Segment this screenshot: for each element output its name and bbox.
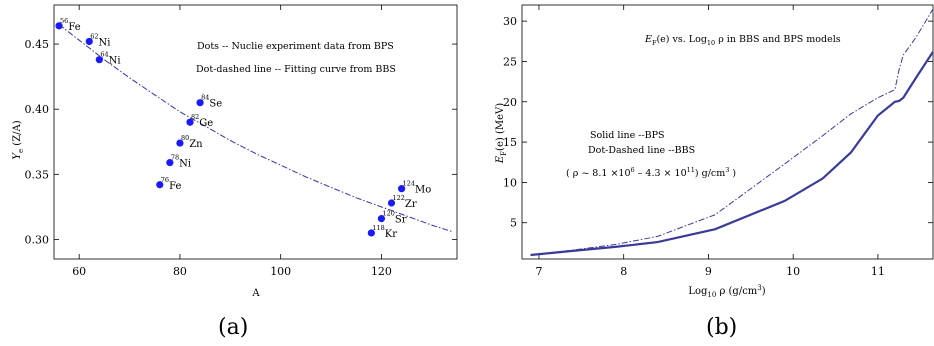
data-point-82ge	[186, 118, 194, 126]
x-tick-label: 100	[270, 265, 291, 278]
isotope-label: 56Fe	[60, 17, 81, 33]
ticks-a: 60 80 100 120 0.30 0.35 0.40 0.45	[25, 5, 457, 278]
annotation-fit: Dot-dashed line -- Fitting curve from BB…	[196, 64, 396, 75]
isotope-label: 120Sr	[382, 210, 406, 226]
x-tick-label: 10	[786, 265, 800, 278]
y-axis-label-a: Ye (Z/A)	[12, 120, 25, 159]
y-tick-label: 0.35	[25, 168, 50, 181]
y-tick-label: 0.40	[25, 103, 50, 116]
title-b: EF(e) vs. Log10 ρ in BBS and BPS models	[644, 34, 841, 47]
x-tick-label: 11	[871, 265, 885, 278]
x-tick-label: 80	[173, 265, 187, 278]
data-point-118kr	[367, 229, 375, 237]
y-tick-label: 30	[503, 15, 517, 28]
density-range-note: ( ρ ~ 8.1 ×106 – 4.3 × 1011) g/cm3 )	[566, 166, 736, 179]
y-tick-label: 10	[503, 176, 517, 189]
bps-line	[530, 51, 934, 257]
isotope-label: 124Mo	[403, 180, 432, 196]
isotope-label: 62Ni	[90, 32, 110, 48]
isotope-label: 64Ni	[100, 51, 120, 67]
fit-curve-line	[58, 24, 453, 233]
data-point-120sr	[377, 215, 386, 223]
data-points-a: 56Fe 62Ni 64Ni 84Se 82Ge 80Zn 78Ni 76Fe 124Mo122…	[55, 17, 431, 240]
x-axis-label-a: A	[251, 288, 260, 299]
x-tick-label: 60	[72, 265, 86, 278]
isotope-label: 84Se	[201, 94, 222, 110]
isotope-label: 76Fe	[161, 176, 182, 192]
y-tick-label: 5	[510, 217, 517, 230]
fit-curve-a	[58, 24, 453, 233]
x-tick-label: 9	[705, 265, 712, 278]
x-tick-label: 120	[371, 265, 392, 278]
panel-b: 7 8 9 10 11 5 10 15 20 25 30 EF(e) vs. Log10 ρ in …	[495, 4, 934, 340]
isotope-label: 80Zn	[181, 134, 203, 150]
legend-bbs: Dot-Dashed line --BBS	[588, 145, 695, 156]
series-lines-b	[530, 8, 934, 257]
data-point-84se	[196, 99, 204, 107]
y-tick-label: 25	[503, 55, 517, 68]
x-tick-label: 8	[620, 265, 627, 278]
plot-frame-a	[53, 4, 458, 260]
data-point-124mo	[397, 185, 406, 193]
data-point-122zr	[387, 199, 396, 207]
y-axis-label-b: EF(e) (MeV)	[495, 103, 508, 164]
bbs-line	[530, 8, 934, 256]
data-point-78ni	[166, 159, 174, 167]
y-tick-label: 0.45	[25, 38, 50, 51]
y-tick-label: 15	[503, 136, 517, 149]
data-point-80zn	[176, 139, 184, 147]
isotope-label: 118Kr	[372, 224, 397, 240]
isotope-label: 82Ge	[191, 113, 213, 129]
y-tick-label: 0.30	[25, 233, 50, 246]
x-tick-label: 7	[535, 265, 542, 278]
caption-a: (a)	[218, 315, 248, 340]
panel-a: 60 80 100 120 0.30 0.35 0.40 0.45 56Fe 62Ni 64Ni 8…	[12, 4, 458, 340]
data-point-64ni	[95, 56, 103, 64]
isotope-label: 122Zr	[393, 194, 417, 210]
caption-b: (b)	[706, 315, 737, 340]
data-point-56fe	[55, 22, 63, 30]
plot-frame-b	[521, 4, 934, 260]
ticks-b: 7 8 9 10 11 5 10 15 20 25 30	[503, 5, 933, 278]
annotation-dots: Dots -- Nuclie experiment data from BPS	[197, 41, 394, 52]
data-point-76fe	[156, 181, 164, 189]
x-axis-label-b: Log10 ρ (g/cm3)	[688, 284, 765, 299]
y-tick-label: 20	[503, 96, 517, 109]
data-point-62ni	[85, 37, 93, 46]
isotope-label: 78Ni	[171, 154, 191, 170]
legend-bps: Solid line --BPS	[590, 130, 665, 141]
